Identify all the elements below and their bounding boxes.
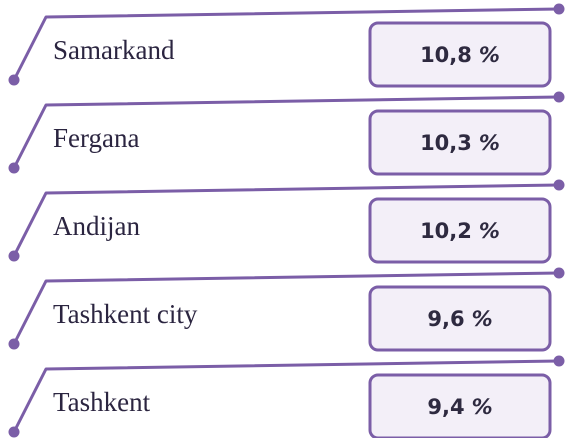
value-number: 9,4 xyxy=(427,395,464,419)
connector-line xyxy=(12,7,560,81)
value-number: 10,8 xyxy=(420,43,472,67)
connector-dot xyxy=(553,91,565,103)
connector-dot xyxy=(553,179,565,191)
region-label: Samarkand xyxy=(53,35,175,65)
value-box xyxy=(368,197,552,264)
value-unit: % xyxy=(472,307,493,331)
connector-dot xyxy=(8,74,20,86)
list-item: Andijan 10,2% xyxy=(8,179,565,264)
value-box xyxy=(368,285,552,352)
connector-line xyxy=(12,95,560,169)
connector-line xyxy=(12,359,560,433)
connector-dot xyxy=(553,355,565,367)
value-unit: % xyxy=(479,219,500,243)
value-box xyxy=(368,21,552,88)
value-text: 10,3% xyxy=(420,131,500,155)
list-item: Tashkent 9,4% xyxy=(8,355,565,438)
connector-dot xyxy=(8,250,20,262)
connector-dot xyxy=(8,338,20,350)
value-number: 10,3 xyxy=(420,131,472,155)
value-text: 10,8% xyxy=(420,43,500,67)
value-unit: % xyxy=(479,131,500,155)
region-label: Tashkent city xyxy=(53,299,198,329)
value-box xyxy=(368,373,552,438)
connector-dot xyxy=(8,162,20,174)
value-number: 9,6 xyxy=(427,307,464,331)
value-box xyxy=(368,109,552,176)
value-unit: % xyxy=(472,395,493,419)
connector-dot xyxy=(8,426,20,438)
region-label: Tashkent xyxy=(53,387,151,417)
list-item: Samarkand 10,8% xyxy=(8,3,565,88)
value-text: 9,6% xyxy=(427,307,492,331)
list-item: Fergana 10,3% xyxy=(8,91,565,176)
region-label: Andijan xyxy=(53,211,140,241)
connector-dot xyxy=(553,3,565,15)
list-item: Tashkent city 9,6% xyxy=(8,267,565,352)
value-number: 10,2 xyxy=(420,219,472,243)
value-text: 10,2% xyxy=(420,219,500,243)
connector-line xyxy=(12,183,560,257)
value-unit: % xyxy=(479,43,500,67)
region-label: Fergana xyxy=(53,123,139,153)
connector-line xyxy=(12,271,560,345)
connector-dot xyxy=(553,267,565,279)
value-text: 9,4% xyxy=(427,395,492,419)
